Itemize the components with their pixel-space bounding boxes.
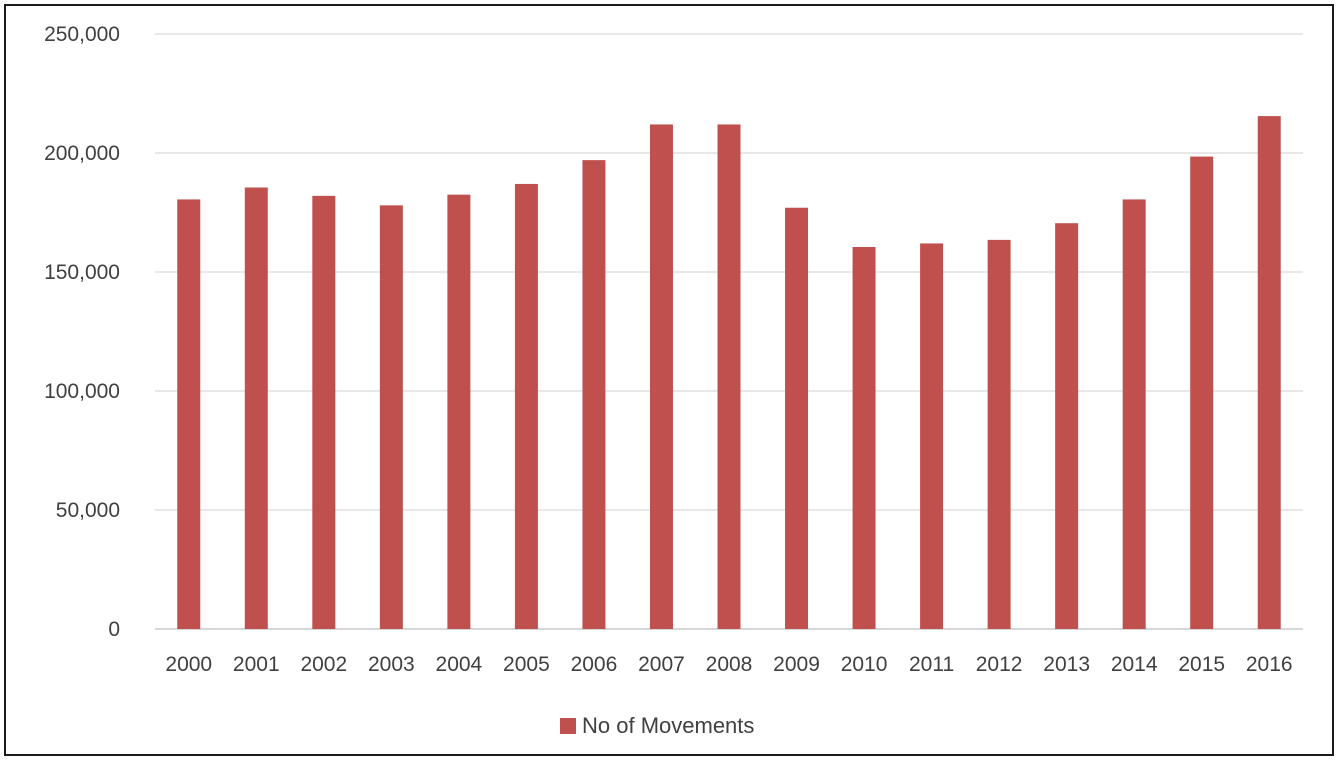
legend-swatch xyxy=(560,718,576,734)
x-tick-label: 2004 xyxy=(436,653,483,676)
x-tick-label: 2006 xyxy=(571,653,618,676)
x-tick-label: 2003 xyxy=(368,653,415,676)
y-tick-label: 50,000 xyxy=(56,499,120,522)
x-tick-label: 2013 xyxy=(1043,653,1090,676)
bar-2015 xyxy=(1190,156,1214,629)
x-tick-label: 2015 xyxy=(1178,653,1225,676)
y-tick-label: 150,000 xyxy=(44,261,120,284)
bars xyxy=(177,116,1281,630)
bar-2000 xyxy=(177,199,201,629)
bar-2004 xyxy=(447,194,471,629)
x-tick-label: 2008 xyxy=(706,653,753,676)
bar-2016 xyxy=(1257,116,1281,630)
bar-2001 xyxy=(244,187,268,629)
x-tick-label: 2001 xyxy=(233,653,280,676)
bar-2013 xyxy=(1055,223,1079,629)
bar-2009 xyxy=(785,207,809,630)
x-tick-label: 2016 xyxy=(1246,653,1293,676)
x-tick-label: 2002 xyxy=(300,653,347,676)
y-tick-label: 200,000 xyxy=(44,142,120,165)
legend-label: No of Movements xyxy=(582,713,754,738)
bar-2011 xyxy=(920,243,944,629)
y-tick-label: 100,000 xyxy=(44,380,120,403)
x-tick-label: 2010 xyxy=(841,653,888,676)
y-tick-label: 250,000 xyxy=(44,23,120,46)
x-axis-tick-labels: 2000 2001 2002 2003 2004 2005 2006 2007 2008 2009… xyxy=(165,653,1292,676)
x-tick-label: 2012 xyxy=(976,653,1023,676)
y-tick-label: 0 xyxy=(108,618,120,641)
x-tick-label: 2007 xyxy=(638,653,685,676)
y-axis-tick-labels: 0 50,000 100,000 150,000 200,000 250,000 xyxy=(44,23,120,641)
bar-2012 xyxy=(987,239,1011,629)
x-tick-label: 2014 xyxy=(1111,653,1158,676)
x-tick-label: 2005 xyxy=(503,653,550,676)
bar-2007 xyxy=(649,124,673,629)
bar-2005 xyxy=(514,183,538,629)
legend: No of Movements xyxy=(560,713,754,738)
bar-2002 xyxy=(312,195,336,629)
bar-2003 xyxy=(379,205,403,630)
x-tick-label: 2011 xyxy=(909,653,954,676)
bar-2006 xyxy=(582,160,606,629)
bar-2008 xyxy=(717,124,741,629)
x-tick-label: 2000 xyxy=(165,653,212,676)
bar-2010 xyxy=(852,247,876,629)
bar-2014 xyxy=(1122,199,1146,629)
x-tick-label: 2009 xyxy=(773,653,820,676)
